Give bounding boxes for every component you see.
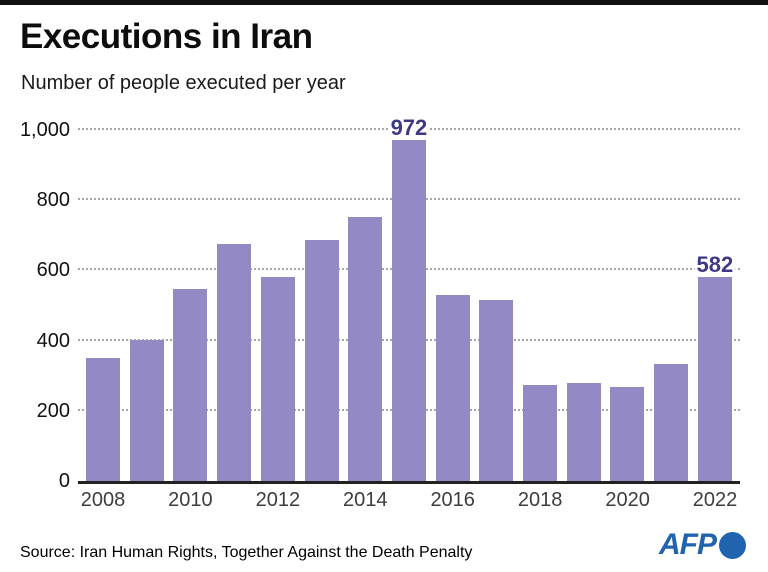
y-tick-label-800: 800 [36,189,70,212]
x-tick-label-2018: 2018 [517,489,563,511]
bars-group: 972 582 [78,116,740,481]
bar-2012 [260,277,295,481]
x-tick-label-2008: 2008 [80,489,126,511]
afp-logo-circle-icon [719,531,746,559]
bar-2019 [566,382,601,481]
bar-2013 [304,239,339,481]
bar-2014 [348,216,383,481]
y-tick-label-200: 200 [36,399,70,422]
afp-logo: AFP [659,528,746,562]
x-axis: 2008 2010 2012 2014 2016 2018 2020 2022 [78,489,740,515]
bar-2020 [610,387,645,481]
plot-area: 972 582 [78,116,740,484]
bar-2011 [217,243,252,481]
top-band [0,0,768,5]
x-tick-label-2012: 2012 [255,489,301,511]
chart-subtitle: Number of people executed per year [21,72,346,94]
bar-2017 [479,299,514,481]
bar-2016 [435,295,470,481]
afp-logo-text: AFP [659,528,717,561]
x-tick-label-2010: 2010 [168,489,213,511]
x-tick-label-2022: 2022 [692,489,738,511]
bar-2021 [654,364,689,481]
chart-title: Executions in Iran [20,17,313,56]
y-tick-label-400: 400 [36,329,70,352]
x-tick-label-2014: 2014 [343,489,388,511]
bar-value-label-2022: 582 [694,251,736,277]
bar-2018 [523,385,558,481]
bar-2022: 582 [694,253,736,481]
bar-2008 [86,358,120,481]
y-tick-label-0: 0 [58,470,70,492]
x-tick-label-2016: 2016 [430,489,475,511]
bar-2009 [129,339,164,481]
source-text: Source: Iran Human Rights, Together Agai… [20,544,473,561]
y-axis: 0 200 400 600 800 1,000 [0,119,70,492]
bar-2015: 972 [388,116,430,481]
y-tick-label-600: 600 [36,259,70,282]
bar-value-label-2015: 972 [388,114,430,140]
bar-2010 [173,289,208,481]
x-tick-label-2020: 2020 [605,489,650,511]
y-tick-label-1000: 1,000 [19,119,70,141]
